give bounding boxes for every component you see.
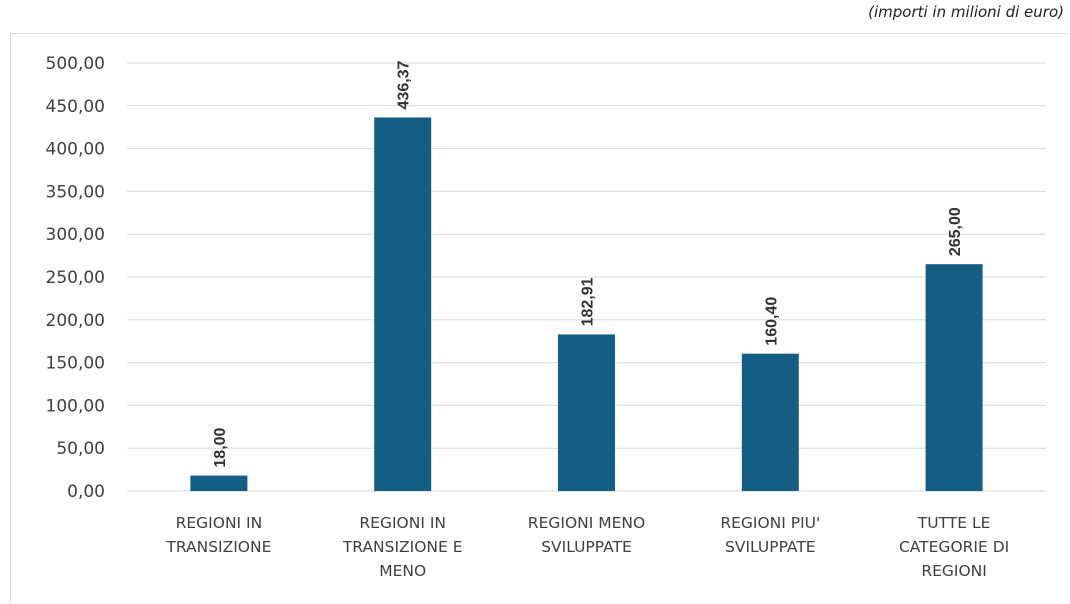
y-tick-label: 100,00 [46,396,105,416]
y-tick-label: 350,00 [46,182,105,202]
y-tick-label: 250,00 [46,268,105,288]
chart-frame [10,33,1067,602]
x-category-label: REGIONI PIU' SVILUPPATE [720,514,820,556]
y-tick-label: 500,00 [46,54,105,74]
bar [925,264,983,491]
y-tick-label: 200,00 [46,311,105,331]
x-category-label: TUTTE LE CATEGORIE DI REGIONI [899,514,1009,580]
x-category-label: REGIONI MENO SVILUPPATE [528,514,645,556]
bar [558,334,615,491]
data-label: 160,40 [763,297,780,346]
y-tick-label: 450,00 [46,97,105,117]
x-category-label: REGIONI IN TRANSIZIONE E MENO [342,514,463,580]
bar [741,353,799,491]
y-tick-label: 0,00 [67,482,105,502]
data-labels: 18,00 436,37 182,91 160,40 265,00 [212,60,964,467]
y-tick-label: 50,00 [56,439,105,459]
gridlines [127,62,1046,492]
bars [190,117,983,491]
y-tick-label: 300,00 [46,225,105,245]
data-label: 18,00 [212,427,229,467]
data-label: 182,91 [580,277,597,326]
x-axis-labels: REGIONI IN TRANSIZIONE REGIONI IN TRANSIZIO… [165,514,1009,580]
y-tick-label: 150,00 [46,354,105,374]
y-axis-ticks: 0,00 50,00 100,00 150,00 200,00 250,00 300,00 3… [46,54,105,502]
y-tick-label: 400,00 [46,140,105,160]
data-label: 265,00 [947,207,964,256]
data-label: 436,37 [396,60,413,109]
bar [374,117,432,491]
bar [190,475,248,491]
x-category-label: REGIONI IN TRANSIZIONE [165,514,271,556]
units-note: (importi in milioni di euro) [868,3,1064,21]
